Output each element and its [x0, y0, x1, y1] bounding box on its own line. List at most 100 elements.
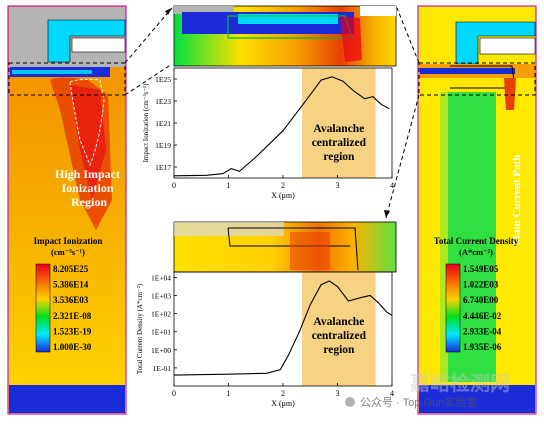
y-tick-label: 1E25	[155, 75, 171, 84]
top-map-hotspot	[340, 16, 362, 62]
x-axis-label: X (μm)	[271, 399, 295, 408]
wechat-icon	[345, 397, 355, 407]
left-legend-title: Impact Ionization	[34, 236, 103, 246]
x-tick-label: 0	[172, 181, 176, 190]
left-region-label: High Impact Ionization Region	[55, 167, 123, 209]
legend-value-4: 1.523E-19	[53, 326, 92, 336]
left-legend-labels: 8.205E25 5.386E14 3.536E03 2.321E-08 1.523E-…	[53, 264, 92, 352]
left-zoom-box	[8, 62, 126, 96]
x-tick-label: 1	[227, 181, 231, 190]
legend-value-0: 8.205E25	[53, 264, 89, 274]
connector-right-top	[396, 7, 420, 64]
legend-value-2: 6.740E00	[463, 295, 499, 305]
legend-value-2: 3.536E03	[53, 295, 89, 305]
bottom-zoom-map	[173, 221, 397, 273]
y-tick-label: 1E+03	[151, 292, 171, 301]
series-line	[173, 280, 393, 376]
right-body-blue	[420, 68, 515, 74]
legend-value-1: 5.386E14	[53, 280, 89, 290]
highlight-band	[302, 272, 376, 386]
right-channel-contour	[450, 65, 516, 89]
x-tick-label: 0	[172, 389, 176, 398]
legend-value-3: 2.321E-08	[53, 311, 92, 321]
connector-left-bottom	[124, 63, 173, 96]
legend-value-4: 2.933E-04	[463, 326, 502, 336]
left-red-core	[70, 85, 106, 200]
right-legend-labels: 1.549E05 1.022E03 6.740E00 4.446E-02 2.933E-…	[463, 264, 502, 352]
highlight-band	[302, 68, 376, 178]
right-substrate	[419, 385, 535, 413]
chart-current-density: 0 1 2 3 4 1E-01 1E+00 1E+01 1E+02 1E+03 1E+04 X (μm…	[136, 271, 394, 408]
y-tick-label: 1E+00	[151, 346, 171, 355]
right-legend-colorbar	[445, 263, 461, 353]
top-map-oxide	[174, 6, 234, 14]
x-tick-label: 2	[281, 389, 285, 398]
y-axis-label: Impact Ionization (cm⁻³s⁻¹)	[142, 83, 150, 163]
connector-left-top	[124, 7, 173, 64]
right-legend-title: Total Current Density	[434, 236, 519, 246]
left-region-label-line2: Ionization	[61, 181, 113, 195]
bottom-map-hot	[290, 232, 330, 270]
left-body-strip	[12, 70, 92, 74]
chart-impact-ionization: 0 1 2 3 4 1E17 1E19 1E21 1E23 1E25 X (μm) Impact Io…	[142, 67, 394, 200]
annotation-line-2: region	[323, 344, 355, 356]
x-tick-label: 4	[390, 181, 394, 190]
y-tick-label: 1E19	[155, 141, 171, 150]
x-tick-label: 3	[336, 389, 340, 398]
left-contour	[69, 78, 105, 167]
watermark-account: 公众号 · Top Gun实验室	[360, 395, 477, 409]
right-device-panel: Main Current Path Total Current Density …	[417, 5, 537, 415]
left-gate-metal	[71, 37, 126, 53]
annotation-line-0: Avalanche	[313, 123, 364, 135]
left-legend-colorbar	[35, 263, 51, 353]
left-region-label-line1: High Impact	[55, 167, 120, 181]
legend-value-3: 4.446E-02	[463, 311, 502, 321]
left-device-panel: High Impact Ionization Region Impact Ion…	[7, 5, 127, 415]
arrowhead-left-top	[165, 8, 172, 15]
y-tick-label: 1E17	[155, 163, 171, 172]
left-substrate	[9, 385, 125, 413]
annotation-line-1: centralized	[312, 137, 367, 149]
top-map-metal	[360, 6, 396, 16]
watermark-chinese: 嘉峪检测网	[409, 371, 510, 395]
x-tick-label: 1	[227, 389, 231, 398]
x-axis-label: X (μm)	[271, 191, 295, 200]
legend-value-1: 1.022E03	[463, 280, 499, 290]
right-legend-unit: (A*cm⁻²)	[459, 247, 493, 257]
y-tick-label: 1E21	[155, 119, 171, 128]
legend-value-5: 1.000E-30	[53, 342, 92, 352]
bottom-map-gray	[174, 222, 284, 236]
y-tick-label: 1E+02	[151, 310, 171, 319]
left-gate-contact	[47, 19, 126, 63]
x-tick-label: 2	[281, 181, 285, 190]
arrowhead-right-bottom	[384, 210, 390, 218]
annotation-line-1: centralized	[312, 330, 367, 342]
watermark: 嘉峪检测网 公众号 · Top Gun实验室	[345, 371, 510, 409]
right-gate-metal	[479, 37, 536, 55]
legend-value-5: 1.935E-06	[463, 342, 502, 352]
right-legend: Total Current Density (A*cm⁻²) 1.549E051…	[434, 236, 519, 353]
right-path-label: Main Current Path	[511, 155, 523, 246]
annotation-line-2: region	[323, 151, 355, 163]
y-tick-label: 1E23	[155, 97, 171, 106]
x-tick-label: 3	[336, 181, 340, 190]
left-legend-unit: (cm⁻³s⁻¹)	[51, 247, 85, 257]
y-axis-label: Total Current Density (A*cm⁻²)	[136, 283, 144, 374]
right-hot-strip	[504, 78, 516, 110]
legend-value-0: 1.549E05	[463, 264, 499, 274]
left-legend: Impact Ionization (cm⁻³s⁻¹) 8.205E25 5.38…	[34, 236, 103, 353]
zoom-connectors	[124, 7, 420, 219]
top-zoom-map	[173, 5, 397, 67]
connector-right-bottom	[385, 94, 420, 219]
x-tick-label: 4	[390, 389, 394, 398]
y-tick-label: 1E-01	[153, 364, 172, 373]
top-map-cyan-region	[238, 14, 338, 24]
left-region-label-line3: Region	[71, 195, 107, 209]
series-line	[173, 76, 390, 177]
right-zoom-box	[418, 62, 536, 96]
annotation-line-0: Avalanche	[313, 316, 364, 328]
y-tick-label: 1E+04	[151, 273, 171, 282]
right-main-path-edge	[440, 92, 448, 382]
y-tick-label: 1E+01	[151, 328, 171, 337]
